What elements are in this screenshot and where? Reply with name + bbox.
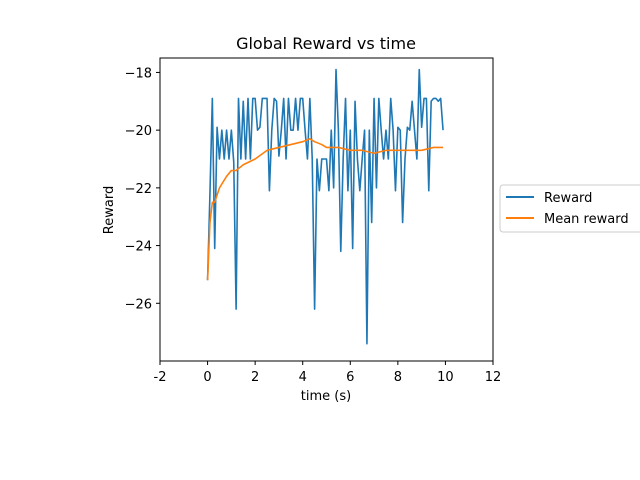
y-tick-label: −18 bbox=[125, 66, 152, 81]
plot-lines bbox=[206, 68, 444, 345]
x-tick-label: 2 bbox=[251, 370, 259, 385]
x-tick-label: 8 bbox=[394, 370, 402, 385]
x-tick-label: 0 bbox=[203, 370, 211, 385]
y-axis-title: Reward bbox=[102, 186, 117, 234]
x-tick-label: 6 bbox=[346, 370, 354, 385]
legend-label-reward: Reward bbox=[544, 191, 592, 206]
mean-reward-series-line bbox=[206, 138, 444, 281]
plot-frame bbox=[159, 57, 494, 362]
y-tick-label: −26 bbox=[125, 297, 152, 312]
x-tick-label: 10 bbox=[437, 370, 454, 385]
reward-series-line bbox=[206, 68, 444, 345]
legend: Reward Mean reward bbox=[499, 184, 640, 233]
chart-title: Global Reward vs time bbox=[236, 34, 416, 53]
x-axis: -2 0 2 4 6 8 10 12 bbox=[154, 361, 502, 385]
x-tick-label: 12 bbox=[485, 370, 502, 385]
x-axis-title: time (s) bbox=[301, 389, 351, 404]
y-tick-label: −22 bbox=[125, 182, 152, 197]
x-tick-label: 4 bbox=[299, 370, 307, 385]
y-tick-label: −20 bbox=[125, 124, 152, 139]
y-tick-label: −24 bbox=[125, 240, 152, 255]
y-axis: −26 −24 −22 −20 −18 bbox=[125, 66, 160, 312]
x-tick-label: -2 bbox=[154, 370, 167, 385]
legend-label-mean-reward: Mean reward bbox=[544, 212, 629, 227]
legend-box bbox=[499, 184, 640, 233]
